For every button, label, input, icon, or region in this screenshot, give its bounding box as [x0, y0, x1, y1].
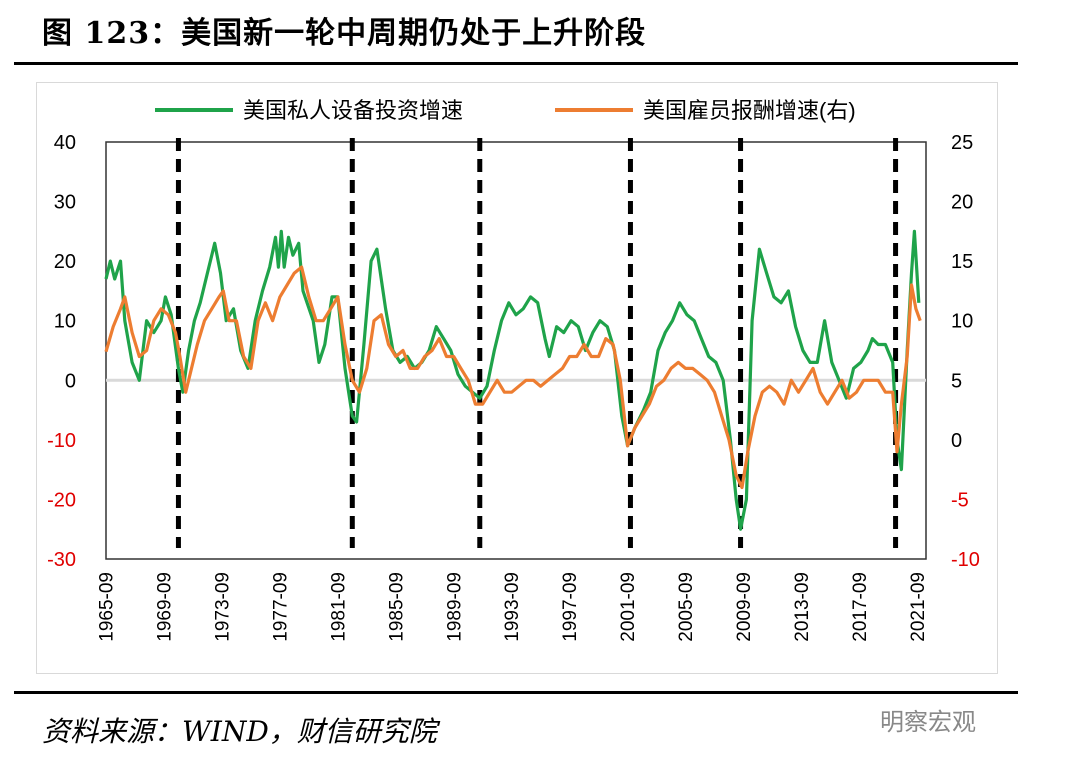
right-tick-label: 25	[951, 132, 973, 154]
x-tick-label: 2017-09	[850, 572, 871, 642]
left-tick-label: -20	[47, 489, 76, 511]
left-tick-label: -10	[47, 430, 76, 452]
x-tick-label: 1969-09	[155, 572, 176, 642]
x-tick-label: 1993-09	[502, 572, 523, 642]
x-tick-label: 1973-09	[212, 572, 233, 642]
right-tick-label: 15	[951, 251, 973, 273]
x-tick-label: 1981-09	[328, 572, 349, 642]
x-tick-label: 2021-09	[908, 572, 929, 642]
source-note: 资料来源：WIND，财信研究院	[42, 715, 437, 748]
left-tick-label: 10	[54, 311, 76, 333]
x-tick-label: 2009-09	[734, 572, 755, 642]
x-tick-label: 1985-09	[386, 572, 407, 642]
compensation-line	[104, 265, 922, 490]
left-tick-label: 0	[65, 370, 76, 392]
x-tick-label: 1989-09	[444, 572, 465, 642]
series-lines	[104, 229, 922, 531]
x-tick-label: 1997-09	[560, 572, 581, 642]
left-axis-ticks: 40 30 20 10 0 -10 -20 -30	[47, 132, 76, 571]
page-title: 图 123：美国新一轮中周期仍处于上升阶段	[42, 16, 647, 51]
x-tick-label: 2013-09	[792, 572, 813, 642]
x-axis-ticks: 1965-09 1969-09 1973-09 1977-09 1981-09 1985-…	[97, 572, 929, 642]
x-tick-label: 1977-09	[270, 572, 291, 642]
cycle-markers	[175, 138, 899, 548]
right-axis-ticks: 25 20 15 10 5 0 -5 -10	[951, 132, 980, 571]
equipment-investment-line	[104, 229, 921, 531]
watermark: 明察宏观	[880, 708, 976, 736]
left-tick-label: 20	[54, 251, 76, 273]
right-tick-label: 5	[951, 370, 962, 392]
right-tick-label: -10	[951, 549, 980, 571]
right-tick-label: -5	[951, 489, 969, 511]
left-tick-label: 30	[54, 192, 76, 214]
title-divider	[14, 62, 1018, 65]
x-tick-label: 2005-09	[676, 572, 697, 642]
x-tick-label: 2001-09	[618, 572, 639, 642]
legend-item-equipment-label: 美国私人设备投资增速	[243, 98, 463, 123]
right-tick-label: 20	[951, 192, 973, 214]
chart-frame	[36, 82, 998, 674]
x-tick-label: 1965-09	[97, 572, 118, 642]
legend-item-compensation-label: 美国雇员报酬增速(右)	[643, 98, 856, 123]
left-tick-label: 40	[54, 132, 76, 154]
footer-divider	[14, 691, 1018, 694]
left-tick-label: -30	[47, 549, 76, 571]
right-tick-label: 0	[951, 430, 962, 452]
chart-legend: 美国私人设备投资增速 美国雇员报酬增速(右)	[155, 98, 856, 123]
right-tick-label: 10	[951, 311, 973, 333]
